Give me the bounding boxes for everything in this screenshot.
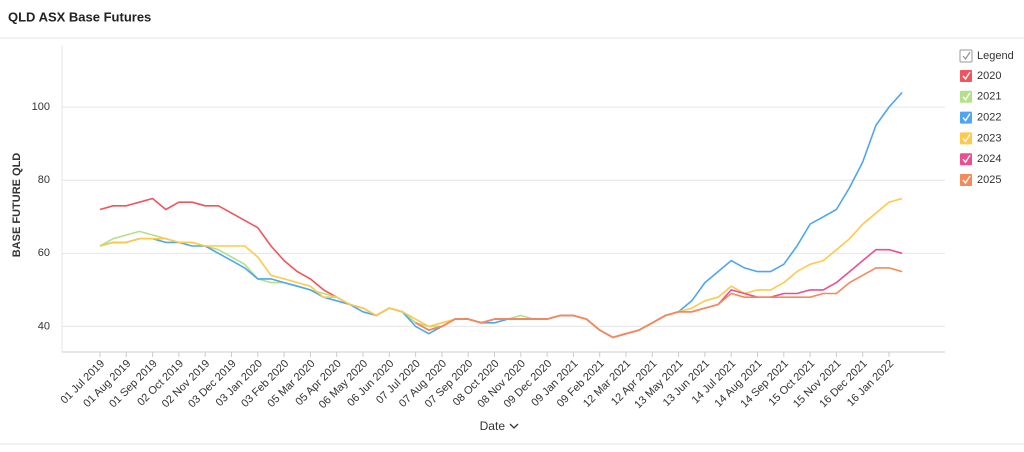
series-line [415,267,903,339]
legend-item[interactable]: 2022 [960,112,1001,124]
legend-label[interactable]: 2021 [977,91,1001,103]
chart-title: QLD ASX Base Futures [8,9,151,24]
legend-checkbox[interactable] [960,111,972,124]
legend-item[interactable]: 2024 [960,153,1001,166]
legend-item[interactable]: 2020 [960,70,1001,82]
legend-label[interactable]: 2022 [977,112,1001,124]
legend-item[interactable]: 2021 [960,91,1001,103]
legend-checkbox[interactable] [960,132,972,145]
legend-label[interactable]: 2024 [977,153,1001,165]
x-axis-dropdown-icon[interactable] [509,423,519,429]
legend-checkbox[interactable] [960,70,972,82]
y-axis-label: BASE FUTURE QLD [11,153,23,258]
legend-checkbox[interactable] [959,49,973,63]
legend-label[interactable]: 2025 [977,174,1001,186]
y-tick-label: 80 [38,174,50,186]
legend-checkbox[interactable] [960,174,972,186]
x-axis-label[interactable]: Date [480,419,506,433]
legend-item[interactable]: 2023 [960,132,1001,145]
legend-check [962,175,971,185]
legend-checkbox[interactable] [960,90,972,103]
y-tick-label: 40 [38,320,50,332]
legend-check [962,113,971,122]
series-line [99,91,903,339]
legend-check [962,134,971,143]
legend-check [962,51,971,61]
legend-label[interactable]: 2020 [977,70,1001,82]
legend-label[interactable]: 2023 [977,132,1001,144]
y-tick-label: 100 [32,101,50,113]
legend-check [962,71,971,81]
legend-item[interactable]: 2025 [960,174,1001,186]
y-tick-label: 60 [38,247,50,259]
legend: Legend 2020 2021 2022 2023 2024 2025 [959,49,1014,186]
legend-checkbox[interactable] [960,153,972,166]
legend-title[interactable]: Legend [977,50,1014,62]
legend-check [962,92,971,101]
legend-check [962,154,971,164]
